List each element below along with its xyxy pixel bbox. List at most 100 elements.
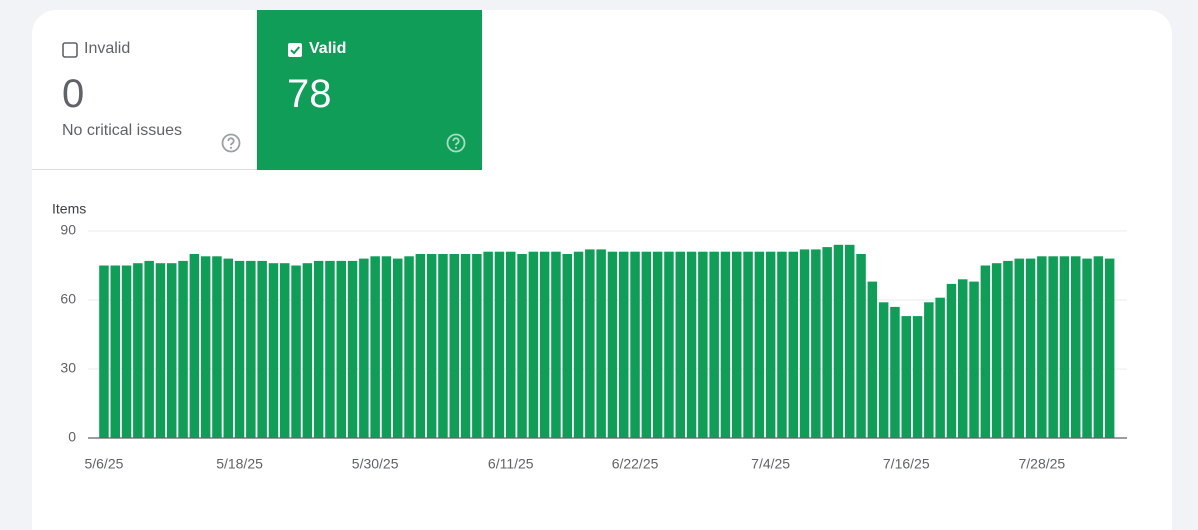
bar [506, 251, 516, 438]
bar [528, 251, 539, 438]
bar [291, 265, 301, 438]
checkbox[interactable] [287, 42, 303, 58]
bar [686, 251, 697, 438]
checkbox[interactable] [62, 42, 78, 58]
bar [313, 260, 324, 438]
bar [449, 254, 459, 438]
bar [110, 265, 120, 438]
checkbox-part [62, 42, 78, 58]
bar [539, 251, 550, 438]
bar [1082, 258, 1092, 438]
bar [1059, 256, 1070, 438]
valid-tile[interactable]: Valid 78 [257, 10, 482, 170]
y-tick-label: 60 [60, 291, 76, 307]
bar [924, 302, 934, 438]
bar [370, 256, 380, 438]
bar [1014, 258, 1024, 438]
bar [585, 249, 595, 438]
bar [460, 254, 471, 438]
bar [223, 258, 233, 438]
bar [212, 256, 222, 438]
bar [393, 258, 403, 438]
bar [743, 251, 753, 438]
bar [1048, 256, 1058, 438]
bar [833, 244, 844, 438]
bar [720, 251, 731, 438]
y-axis-label: Items [52, 201, 86, 217]
bar [811, 249, 821, 438]
bar [1071, 256, 1081, 438]
x-tick-label: 5/30/25 [352, 456, 399, 472]
bar [664, 251, 674, 438]
bar [765, 251, 776, 438]
bar [268, 263, 279, 438]
bar [257, 260, 267, 438]
y-tick-label: 30 [60, 360, 76, 376]
bar [99, 265, 109, 438]
bar [856, 254, 866, 438]
bar [178, 260, 188, 438]
bar [867, 281, 878, 438]
tile-value: 78 [287, 72, 332, 116]
bar [404, 256, 414, 438]
bar [619, 251, 629, 438]
bar [991, 263, 1002, 438]
bar [415, 254, 426, 438]
checkbox-part [290, 46, 300, 55]
bar [652, 251, 663, 438]
bar [732, 251, 742, 438]
bar [573, 251, 584, 438]
bar [336, 260, 346, 438]
bar [980, 265, 991, 438]
bar [777, 251, 787, 438]
bar [845, 244, 855, 438]
bar [494, 251, 505, 438]
bar [551, 251, 561, 438]
bar [1037, 256, 1047, 438]
bar [641, 251, 652, 438]
x-tick-label: 6/22/25 [612, 456, 659, 472]
bar [325, 260, 335, 438]
invalid-tile[interactable]: Invalid 0 No critical issues [32, 10, 257, 170]
help-icon[interactable] [221, 133, 241, 153]
y-tick-label: 0 [68, 429, 76, 445]
tile-value: 0 [62, 72, 85, 116]
bar [946, 283, 957, 438]
chart: Items 0 30 60 90 5/6/25 5/18/25 5/30/25 6/11/25… [52, 201, 1127, 472]
bar [901, 316, 911, 438]
bar [302, 263, 313, 438]
bar [822, 247, 832, 438]
bar [426, 254, 437, 438]
bar [912, 316, 923, 438]
bar [969, 281, 979, 438]
tile-label: Invalid [84, 40, 131, 57]
tile-note: No critical issues [62, 122, 183, 139]
bar [935, 297, 945, 438]
x-tick-label: 6/11/25 [488, 456, 534, 472]
bar [483, 251, 493, 438]
bar [517, 254, 527, 438]
bar [596, 249, 606, 438]
bar [121, 265, 132, 438]
x-tick-label: 7/4/25 [751, 456, 790, 472]
bar [890, 306, 900, 438]
bar [799, 249, 810, 438]
help-icon[interactable] [446, 133, 466, 153]
bar [1025, 258, 1036, 438]
bar [438, 254, 448, 438]
bar [675, 251, 685, 438]
x-tick-label: 7/16/25 [883, 456, 930, 472]
bar [562, 254, 572, 438]
bar [144, 260, 154, 438]
bar [878, 302, 889, 438]
bar [788, 251, 798, 438]
bar [234, 260, 245, 438]
bar [133, 263, 143, 438]
page: Invalid 0 No critical issues Valid 78 It… [32, 10, 1172, 530]
bar [246, 260, 256, 438]
tile-label: Valid [309, 40, 347, 57]
x-tick-label: 7/28/25 [1018, 456, 1065, 472]
bar [1003, 260, 1013, 438]
x-tick-label: 5/6/25 [84, 456, 123, 472]
bar [155, 263, 166, 438]
